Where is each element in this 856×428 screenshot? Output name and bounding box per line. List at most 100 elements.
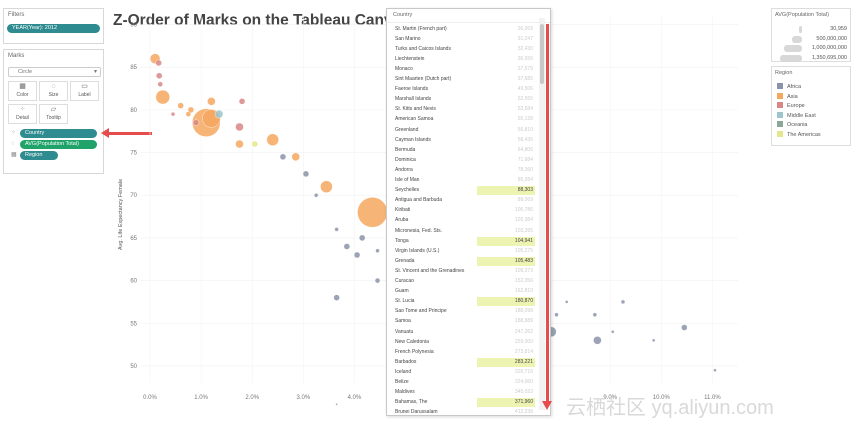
data-point[interactable] xyxy=(214,109,224,119)
list-item[interactable]: Virgin Islands (U.S.) 105,275 xyxy=(387,246,537,256)
year-filter-pill[interactable]: YEAR(Year): 2012 xyxy=(7,24,100,33)
data-point[interactable] xyxy=(565,300,569,304)
mark-type-dropdown[interactable]: Circle ▾ xyxy=(8,67,101,77)
data-point[interactable] xyxy=(620,299,626,305)
list-item[interactable]: Bahamas, The 371,960 xyxy=(387,398,537,408)
region-legend-item[interactable]: Oceania xyxy=(777,121,808,129)
country-list-dropdown[interactable]: Country St. Martin (French part) 30,959 Sa… xyxy=(386,8,551,416)
data-point[interactable] xyxy=(333,294,340,301)
data-point[interactable] xyxy=(251,140,259,148)
data-point[interactable] xyxy=(302,170,310,178)
data-point[interactable] xyxy=(343,243,351,250)
region-legend-item[interactable]: Europe xyxy=(777,102,805,110)
list-item[interactable]: San Marino 31,247 xyxy=(387,34,537,44)
list-item[interactable]: New Caledonia 259,000 xyxy=(387,337,537,347)
list-item[interactable]: St. Kitts and Nevis 53,584 xyxy=(387,105,537,115)
list-item[interactable]: Curacao 152,056 xyxy=(387,277,537,287)
data-point[interactable] xyxy=(170,111,176,117)
data-point[interactable] xyxy=(357,197,388,228)
data-point[interactable] xyxy=(374,277,381,284)
list-item[interactable]: St. Lucia 180,870 xyxy=(387,297,537,307)
label-button[interactable]: ▭ Label xyxy=(70,81,99,101)
data-point[interactable] xyxy=(353,251,361,259)
list-item[interactable]: Andorra 78,360 xyxy=(387,165,537,175)
list-item[interactable]: American Samoa 55,128 xyxy=(387,115,537,125)
list-item[interactable]: Kiribati 100,786 xyxy=(387,206,537,216)
list-item[interactable]: St. Vincent and the Grenadines 109,373 xyxy=(387,266,537,276)
data-point[interactable] xyxy=(313,193,319,198)
list-item[interactable]: Turks and Caicos Islands 32,430 xyxy=(387,44,537,54)
data-point[interactable] xyxy=(279,153,287,161)
list-item[interactable]: Vanuatu 247,262 xyxy=(387,327,537,337)
data-point[interactable] xyxy=(334,227,339,232)
list-item[interactable]: Seychelles 88,303 xyxy=(387,186,537,196)
list-item[interactable]: Brunei Darussalam 412,238 xyxy=(387,408,537,415)
list-item[interactable]: Marshall Islands 52,555 xyxy=(387,95,537,105)
data-point[interactable] xyxy=(235,122,244,132)
list-item[interactable]: Dominica 71,684 xyxy=(387,155,537,165)
shelf-pill-1[interactable]: AVG(Population Total) xyxy=(20,140,97,149)
data-point[interactable] xyxy=(177,102,184,109)
list-item[interactable]: St. Martin (French part) 30,959 xyxy=(387,24,537,34)
list-item[interactable]: French Polynesia 273,814 xyxy=(387,347,537,357)
list-item[interactable]: Iceland 320,716 xyxy=(387,367,537,377)
shelf-pill-2[interactable]: Region xyxy=(20,151,58,160)
data-point[interactable] xyxy=(611,330,615,334)
list-item[interactable]: Tonga 104,941 xyxy=(387,236,537,246)
data-point[interactable] xyxy=(592,312,598,317)
population-value: 259,000 xyxy=(514,338,533,345)
list-item[interactable]: Samoa 188,889 xyxy=(387,317,537,327)
list-item[interactable]: Greenland 56,810 xyxy=(387,125,537,135)
shelf-pill-0[interactable]: Country xyxy=(20,129,97,138)
data-point[interactable] xyxy=(335,403,338,406)
list-scrollbar-thumb[interactable] xyxy=(540,24,544,84)
size-button[interactable]: ◌ Size xyxy=(39,81,68,101)
data-point[interactable] xyxy=(157,81,163,87)
data-point[interactable] xyxy=(187,106,195,114)
data-point[interactable] xyxy=(358,234,366,242)
region-legend-item[interactable]: Middle East xyxy=(777,111,816,120)
list-item[interactable]: Monaco 37,579 xyxy=(387,64,537,74)
data-point[interactable] xyxy=(291,152,300,162)
data-point[interactable] xyxy=(155,89,170,105)
list-item[interactable]: Maldives 345,023 xyxy=(387,388,537,398)
population-value: 180,870 xyxy=(477,297,535,307)
data-point[interactable] xyxy=(593,336,602,345)
color-button[interactable]: ▦ Color xyxy=(8,81,37,101)
region-legend-item[interactable]: Asia xyxy=(777,92,798,101)
data-point[interactable] xyxy=(266,133,279,146)
detail-button[interactable]: ⁘ Detail xyxy=(8,104,37,124)
data-point[interactable] xyxy=(155,59,162,67)
region-legend-item[interactable]: The Americas xyxy=(777,130,821,139)
list-item[interactable]: Bermuda 64,806 xyxy=(387,145,537,155)
list-item[interactable]: Guam 162,810 xyxy=(387,287,537,297)
tooltip-button[interactable]: ▱ Tooltip xyxy=(39,104,68,124)
shelf-type-icon: ◌ xyxy=(11,141,15,147)
list-item[interactable]: Barbados 283,221 xyxy=(387,357,537,367)
data-point[interactable] xyxy=(207,97,216,106)
list-item[interactable]: Isle of Man 85,284 xyxy=(387,176,537,186)
list-item[interactable]: Micronesia, Fed. Sts. 103,395 xyxy=(387,226,537,236)
list-scrollbar[interactable] xyxy=(539,18,545,410)
data-point[interactable] xyxy=(651,338,656,343)
list-item[interactable]: Liechtenstein 36,656 xyxy=(387,54,537,64)
data-point[interactable] xyxy=(375,248,380,253)
data-point[interactable] xyxy=(156,72,163,79)
list-item[interactable]: Aruba 102,384 xyxy=(387,216,537,226)
list-item[interactable]: Cayman Islands 58,435 xyxy=(387,135,537,145)
list-item[interactable]: Belize 324,060 xyxy=(387,378,537,388)
data-point[interactable] xyxy=(554,312,559,317)
list-item[interactable]: Sao Tome and Principe 188,098 xyxy=(387,307,537,317)
data-point[interactable] xyxy=(185,111,192,117)
data-point[interactable] xyxy=(713,368,717,372)
list-item[interactable]: Antigua and Barbuda 89,069 xyxy=(387,196,537,206)
region-legend-item[interactable]: Africa xyxy=(777,83,801,91)
data-point[interactable] xyxy=(681,324,688,331)
data-point[interactable] xyxy=(238,98,246,105)
data-point[interactable] xyxy=(235,139,244,149)
data-point[interactable] xyxy=(192,119,200,126)
list-item[interactable]: Grenada 105,483 xyxy=(387,256,537,266)
list-item[interactable]: Sint Maarten (Dutch part) 37,685 xyxy=(387,75,537,85)
data-point[interactable] xyxy=(320,180,333,193)
list-item[interactable]: Faeroe Islands 49,506 xyxy=(387,85,537,95)
